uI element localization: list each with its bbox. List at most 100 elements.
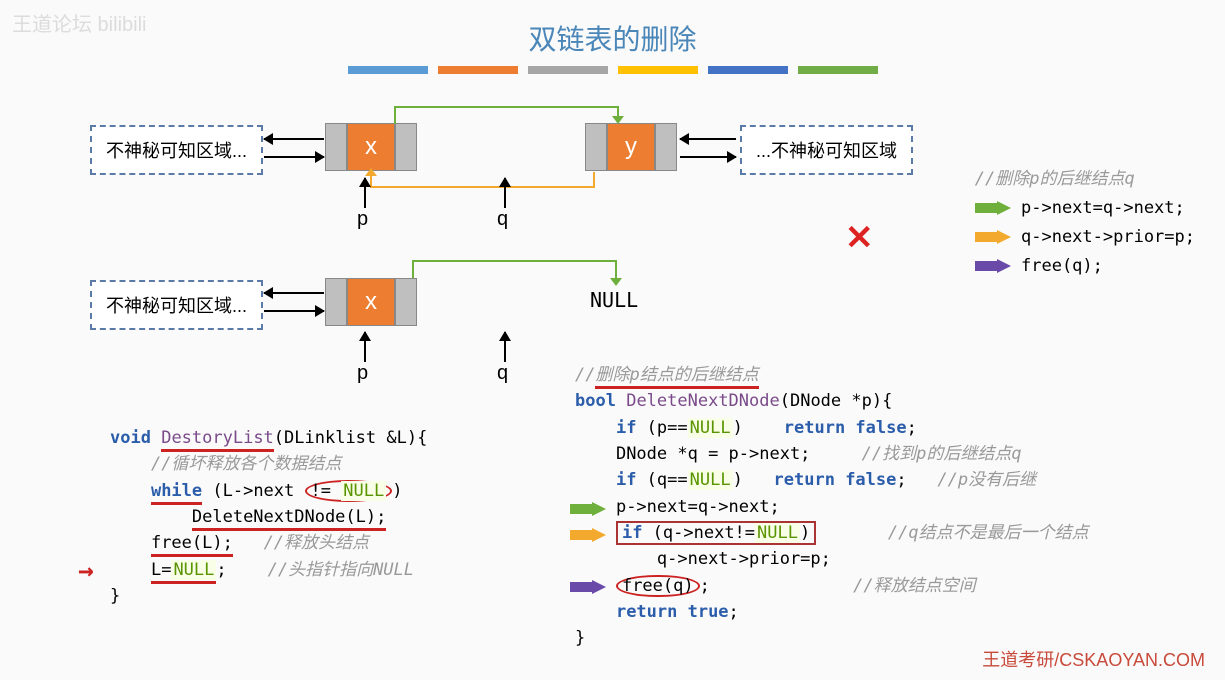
node-cap <box>655 123 677 171</box>
lnull-semi: ; <box>216 560 226 580</box>
legend-line2: q->next->prior=p; <box>1021 227 1195 247</box>
pointer-q-label-1: q <box>497 208 508 231</box>
hand-arrow-icon: → <box>78 556 94 586</box>
right-region-box-1: ...不神秘可知区域 <box>740 125 913 175</box>
pointer-q-arrow-1 <box>504 178 506 208</box>
legend-comment: //删除p的后继结点q <box>975 169 1135 189</box>
arrow-back-1 <box>264 138 324 140</box>
close-brace-2: } <box>575 628 585 648</box>
legend-line1: p->next=q->next; <box>1021 198 1185 218</box>
l2-cond: (p== <box>636 418 687 438</box>
semi: ; <box>907 418 917 438</box>
free-l: free(L); <box>151 533 233 557</box>
node-cap <box>325 123 347 171</box>
watermark-top-left: 王道论坛 bilibili <box>12 8 146 37</box>
kw-if-2: if <box>616 470 636 490</box>
l3-cm: //找到p的后继结点q <box>862 444 1022 464</box>
semi: ; <box>896 470 906 490</box>
l4-cm: //p没有后继 <box>937 470 1036 490</box>
null-label: NULL <box>590 288 638 312</box>
green-arrowhead <box>612 116 624 124</box>
color-stripes <box>0 66 1225 74</box>
step-arrow-green-icon <box>570 502 606 516</box>
l4-post: ) <box>733 470 743 490</box>
node-y-1: y <box>585 123 677 171</box>
green-line-h <box>394 106 619 108</box>
l8-cm: //释放结点空间 <box>853 576 975 596</box>
null-token: NULL <box>341 481 386 501</box>
ret-false-2: return false <box>774 470 897 490</box>
comment-del-top: //删除p结点的后继结点 <box>575 365 759 389</box>
arrow-purple-icon <box>975 259 1011 273</box>
step-arrow-yellow-icon <box>570 528 606 542</box>
green-line-v3 <box>412 260 414 278</box>
left-region-box-1: 不神秘可知区域... <box>90 125 263 175</box>
ret-false-1: return false <box>784 418 907 438</box>
yellow-line-h <box>370 186 595 188</box>
fn-deletenext: DeleteNextDNode <box>626 391 780 411</box>
arrow-fwd-3 <box>264 310 324 312</box>
stripe <box>348 66 428 74</box>
red-x-icon: ✕ <box>845 218 874 258</box>
node-x-body: x <box>347 123 395 171</box>
l2-post: ) <box>733 418 743 438</box>
semi: ; <box>700 576 710 596</box>
node-x-body-2: x <box>347 278 395 326</box>
arrow-back-2 <box>680 138 736 140</box>
code-delete-next: //删除p结点的后继结点 bool DeleteNextDNode(DNode … <box>575 362 1089 652</box>
l6-cm: //q结点不是最后一个结点 <box>888 523 1089 543</box>
arrow-fwd-2 <box>680 156 736 158</box>
null-1: NULL <box>688 418 733 438</box>
l3: DNode *q = p->next; <box>616 444 810 464</box>
while-pre: (L->next <box>202 481 304 501</box>
l1-rest: (DNode *p){ <box>780 391 893 411</box>
node-y-body: y <box>607 123 655 171</box>
code-destory-list: void DestoryList(DLinklist &L){ //循坏释放各个… <box>110 425 427 609</box>
green-arrowhead-2 <box>610 278 622 286</box>
l5: p->next=q->next; <box>616 497 780 517</box>
node-cap <box>395 278 417 326</box>
legend-line3: free(q); <box>1021 256 1103 276</box>
null-2: NULL <box>688 470 733 490</box>
node-cap <box>395 123 417 171</box>
op-neq: != <box>311 481 331 501</box>
stripe <box>438 66 518 74</box>
pointer-p-arrow-1 <box>364 178 366 208</box>
call-delete: DeleteNextDNode(L); <box>192 507 386 531</box>
close-brace: } <box>110 586 120 606</box>
semi: ; <box>729 602 739 622</box>
step-arrow-purple-icon <box>570 580 606 594</box>
pointer-p-label-1: p <box>357 208 368 231</box>
arrow-yellow-icon <box>975 230 1011 244</box>
node-cap <box>585 123 607 171</box>
lnull: L=NULL <box>151 560 216 584</box>
stripe <box>528 66 608 74</box>
legend-block: //删除p的后继结点q p->next=q->next; q->next->pr… <box>975 165 1195 281</box>
l7: q->next->prior=p; <box>657 549 831 569</box>
fn-destory: DestoryList <box>161 428 274 452</box>
sig-rest: (DLinklist &L){ <box>274 428 428 448</box>
comment-free: //释放头结点 <box>264 533 369 553</box>
node-x-2: x <box>325 278 417 326</box>
comment-loop: //循坏释放各个数据结点 <box>151 454 341 474</box>
kw-void: void <box>110 428 151 448</box>
kw-if-1: if <box>616 418 636 438</box>
pointer-p-arrow-2 <box>364 332 366 362</box>
stripe <box>618 66 698 74</box>
kw-while: while <box>151 481 202 505</box>
pointer-q-label-2: q <box>497 362 508 385</box>
ret-true: return true <box>616 602 729 622</box>
left-region-box-2: 不神秘可知区域... <box>90 280 263 330</box>
green-line-h2 <box>412 260 617 262</box>
green-line-v1 <box>394 106 396 124</box>
l4-cond: (q== <box>636 470 687 490</box>
boxed-if: if (q->next!=NULL) <box>616 521 816 545</box>
stripe <box>708 66 788 74</box>
arrow-fwd-1 <box>264 156 324 158</box>
page-title: 双链表的删除 <box>0 0 1225 58</box>
while-post: ) <box>392 481 402 501</box>
yellow-line-v2 <box>593 172 595 188</box>
watermark-bottom-right: 王道考研/CSKAOYAN.COM <box>982 646 1205 672</box>
arrow-green-icon <box>975 201 1011 215</box>
kw-bool: bool <box>575 391 616 411</box>
